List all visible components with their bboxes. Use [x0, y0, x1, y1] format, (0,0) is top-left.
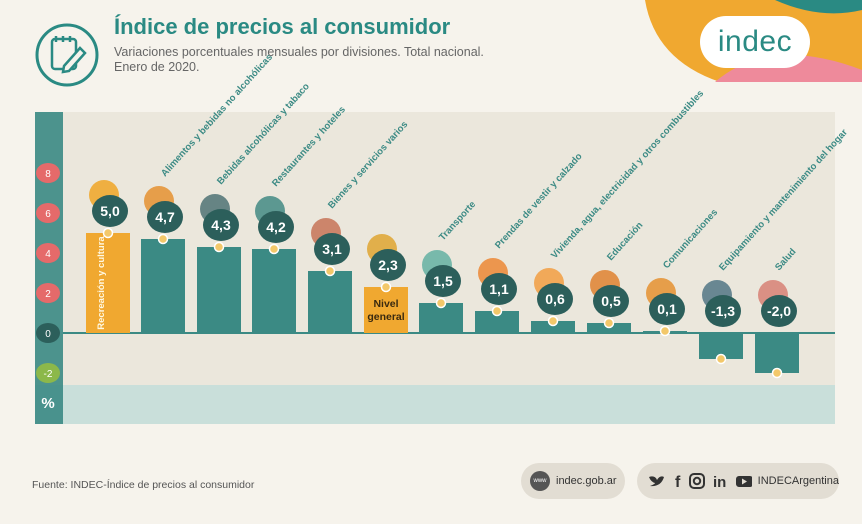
linkedin-icon[interactable]: in: [713, 474, 726, 491]
social-icons: f in: [649, 473, 752, 491]
bar-end-dot: [491, 305, 503, 317]
value-label: -2,0: [767, 303, 791, 319]
social-handle: INDECArgentina: [757, 475, 839, 487]
facebook-icon[interactable]: f: [675, 474, 681, 491]
youtube-icon[interactable]: [736, 476, 752, 487]
bar-end-dot: [157, 233, 169, 245]
y-tick-label: -2: [44, 369, 53, 380]
website-link[interactable]: www indec.gob.ar: [521, 463, 625, 499]
bar: [86, 233, 130, 333]
bar: [531, 321, 575, 333]
value-bubble: [705, 295, 741, 327]
y-tick-marker: [36, 243, 60, 263]
value-label: 3,1: [322, 241, 342, 257]
value-label: 1,1: [489, 281, 509, 297]
value-bubble: [314, 233, 350, 265]
subtitle-line-2: Enero de 2020.: [114, 60, 200, 74]
y-tick-marker: [36, 323, 60, 343]
bar: [141, 239, 185, 333]
bar-end-dot: [380, 281, 392, 293]
value-bubble: [761, 295, 797, 327]
y-tick-marker: [36, 363, 60, 383]
value-label: 0,1: [657, 301, 677, 317]
bar-end-dot: [547, 315, 559, 327]
category-label: Nivel: [373, 298, 398, 310]
value-label: 4,7: [155, 209, 175, 225]
social-links: f in INDECArgentina: [637, 463, 839, 499]
value-bubble: [481, 273, 517, 305]
category-label: general: [367, 311, 404, 323]
y-tick-label: 4: [45, 249, 51, 260]
bar: [308, 271, 352, 333]
globe-icon: www: [530, 471, 550, 491]
notepad-pencil-icon: [35, 23, 99, 87]
subtitle-line-1: Variaciones porcentuales mensuales por d…: [114, 45, 484, 59]
bar-end-dot: [603, 317, 615, 329]
value-bubble: [593, 285, 629, 317]
instagram-icon[interactable]: [689, 473, 705, 489]
logo-text: indec: [717, 25, 793, 58]
y-tick-label: 8: [45, 169, 51, 180]
value-label: 0,6: [545, 291, 565, 307]
value-bubble: [649, 293, 685, 325]
y-tick-label: 0: [45, 329, 51, 340]
bar-end-dot: [715, 353, 727, 365]
category-label: Recreación y cultura: [96, 236, 107, 330]
y-tick-marker: [36, 203, 60, 223]
teal-wave-shape: [775, 0, 862, 14]
y-axis-label: %: [41, 395, 54, 412]
y-tick-label: 6: [45, 209, 51, 220]
page-title: Índice de precios al consumidor: [114, 14, 451, 39]
y-tick-marker: [36, 283, 60, 303]
value-label: 0,5: [601, 293, 621, 309]
value-bubble: [203, 209, 239, 241]
indec-logo: indec: [700, 16, 810, 68]
value-bubble: [92, 195, 128, 227]
value-label: -1,3: [711, 303, 735, 319]
value-label: 4,3: [211, 217, 231, 233]
bar-end-dot: [268, 243, 280, 255]
website-text: indec.gob.ar: [556, 475, 617, 487]
twitter-icon[interactable]: [649, 476, 664, 487]
value-bubble: [537, 283, 573, 315]
bar: [252, 249, 296, 333]
value-bubble: [370, 249, 406, 281]
source-note: Fuente: INDEC-Índice de precios al consu…: [32, 479, 255, 491]
bar: [755, 333, 799, 373]
y-tick-marker: [36, 163, 60, 183]
value-label: 1,5: [433, 273, 453, 289]
bar: [475, 311, 519, 333]
bar-end-dot: [324, 265, 336, 277]
bar-end-dot: [213, 241, 225, 253]
bar: [197, 247, 241, 333]
bar-end-dot: [659, 325, 671, 337]
bar-end-dot: [102, 227, 114, 239]
value-label: 5,0: [100, 203, 120, 219]
bar-end-dot: [435, 297, 447, 309]
value-bubble: [425, 265, 461, 297]
plot-footer-band: [35, 385, 835, 424]
bar: [364, 287, 408, 333]
value-label: 2,3: [378, 257, 398, 273]
value-bubble: [147, 201, 183, 233]
y-tick-label: 2: [45, 289, 51, 300]
value-bubble: [258, 211, 294, 243]
value-label: 4,2: [266, 219, 286, 235]
bar-end-dot: [771, 367, 783, 379]
